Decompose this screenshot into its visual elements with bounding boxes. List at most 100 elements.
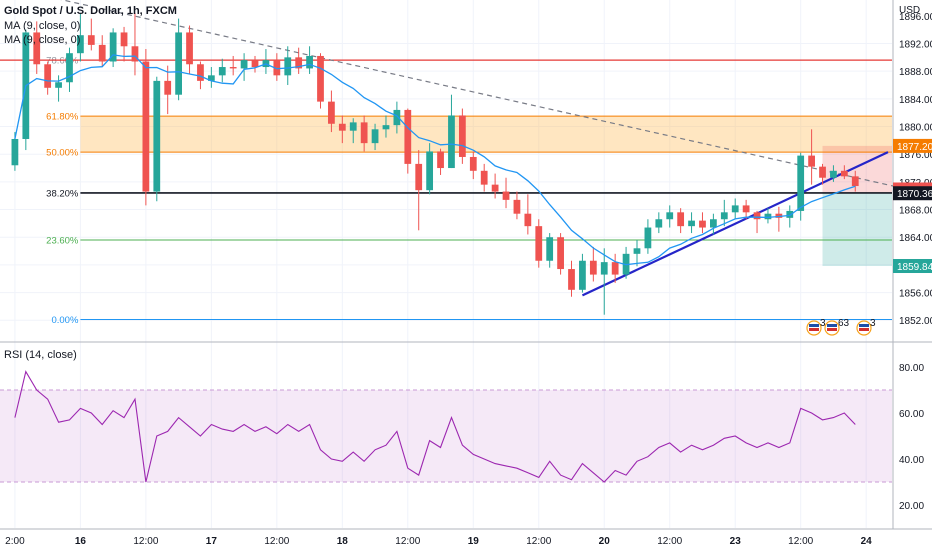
price-tag[interactable] [893, 259, 932, 274]
event-badge-count: 3 [870, 318, 876, 329]
candle-body [77, 35, 84, 54]
candle-body [786, 210, 794, 218]
price-label: 1876.00 [899, 150, 932, 161]
fib-label: 38.20% [46, 188, 79, 199]
candlestick-series [11, 13, 859, 315]
candle-body [851, 176, 859, 187]
price-label: 1856.00 [899, 289, 932, 300]
candle-body [328, 101, 335, 124]
trend-line[interactable] [581, 151, 889, 297]
candle-body [273, 60, 281, 76]
candle-body [153, 80, 161, 192]
fib-label: 23.60% [46, 235, 79, 246]
price-label: 1880.00 [899, 123, 932, 134]
time-axis[interactable]: 2:00 16 12:00 17 12:00 18 12:00 19 12:00 20 12:00 2… [5, 536, 872, 547]
fibonacci-levels[interactable]: 61.80% 50.00% 38.20% 23.60% 0.00% 78.60% [46, 56, 892, 326]
candle-body [33, 32, 41, 65]
price-label: 1896.00 [899, 12, 932, 23]
candle-body [535, 226, 543, 261]
flag-icon [859, 324, 869, 327]
ma-line [14, 54, 856, 266]
flag-icon [827, 328, 837, 331]
candle-body [120, 32, 128, 47]
fib-label: 0.00% [51, 315, 78, 326]
fib-zone-fill [80, 116, 892, 153]
candle-body [338, 123, 346, 131]
candle-body [557, 237, 564, 270]
candle-body [480, 170, 488, 185]
candle-body [426, 151, 434, 191]
price-tag[interactable] [893, 186, 932, 201]
time-label: 12:00 [526, 536, 551, 547]
price-label: 1868.00 [899, 206, 932, 217]
candle-body [349, 122, 357, 131]
candle-body [546, 237, 554, 261]
candle-body [819, 166, 826, 178]
candle-body [513, 199, 521, 214]
flag-icon [809, 324, 819, 327]
price-label: 1864.00 [899, 233, 932, 244]
ma-legend-1[interactable]: MA (9, close, 0) [4, 20, 81, 32]
candle-body [666, 212, 674, 220]
fib-zone[interactable] [80, 116, 892, 153]
time-label: 19 [468, 536, 480, 547]
resistance-line[interactable] [4, 0, 932, 197]
candle-body [808, 155, 815, 167]
flag-icon [859, 328, 869, 331]
candle-body [644, 227, 652, 249]
time-label: 12:00 [264, 536, 289, 547]
ma-legend-2[interactable]: MA (9, close, 0) [4, 34, 81, 46]
symbol-title: Gold Spot / U.S. Dollar, 1h, FXCM [4, 5, 177, 17]
time-label: 2:00 [5, 536, 25, 547]
price-tag[interactable] [893, 138, 932, 153]
candle-body [131, 46, 139, 62]
time-label: 18 [337, 536, 349, 547]
candle-body [491, 184, 499, 192]
candle-body [295, 57, 303, 69]
candle-body [164, 80, 172, 95]
candle-body [44, 64, 52, 88]
candle-body [742, 205, 750, 213]
drawn-lines[interactable] [0, 0, 932, 297]
candle-body [415, 163, 423, 191]
candle-body [579, 260, 586, 290]
candle-body [251, 60, 259, 68]
candle-body [840, 170, 848, 177]
time-label: 23 [730, 536, 742, 547]
candle-body [284, 57, 292, 76]
candle-body [229, 67, 237, 69]
candle-body [404, 109, 412, 164]
candle-body [448, 115, 455, 169]
currency-label: USD [899, 5, 920, 16]
candle-body [655, 219, 663, 228]
candle-body [142, 61, 150, 192]
candle-body [218, 67, 226, 76]
event-badge-count: 63 [838, 318, 850, 329]
candle-body [611, 262, 619, 275]
candle-body [797, 155, 805, 211]
rsi-axis-label: 40.00 [899, 455, 924, 466]
candle-body [502, 191, 510, 200]
price-tag-text: 1877.20 [897, 142, 932, 153]
fib-label: 61.80% [46, 112, 79, 123]
candle-body [709, 219, 717, 228]
rsi-axis-label: 80.00 [899, 363, 924, 374]
short-position-tool[interactable] [822, 145, 892, 267]
candle-body [600, 262, 608, 275]
candle-body [371, 129, 379, 144]
time-label: 12:00 [657, 536, 682, 547]
candle-body [753, 212, 761, 220]
candle-body [197, 64, 204, 81]
candle-body [720, 212, 728, 220]
candle-body [458, 115, 466, 157]
take-profit-zone[interactable] [822, 192, 892, 267]
time-label: 24 [861, 536, 873, 547]
candle-body [830, 170, 837, 178]
rsi-legend[interactable]: RSI (14, close) [4, 349, 77, 361]
time-label: 17 [206, 536, 218, 547]
event-badges[interactable]: 3 63 3 [806, 318, 876, 336]
price-tag-text: 1859.84 [897, 262, 932, 273]
time-label: 12:00 [395, 536, 420, 547]
